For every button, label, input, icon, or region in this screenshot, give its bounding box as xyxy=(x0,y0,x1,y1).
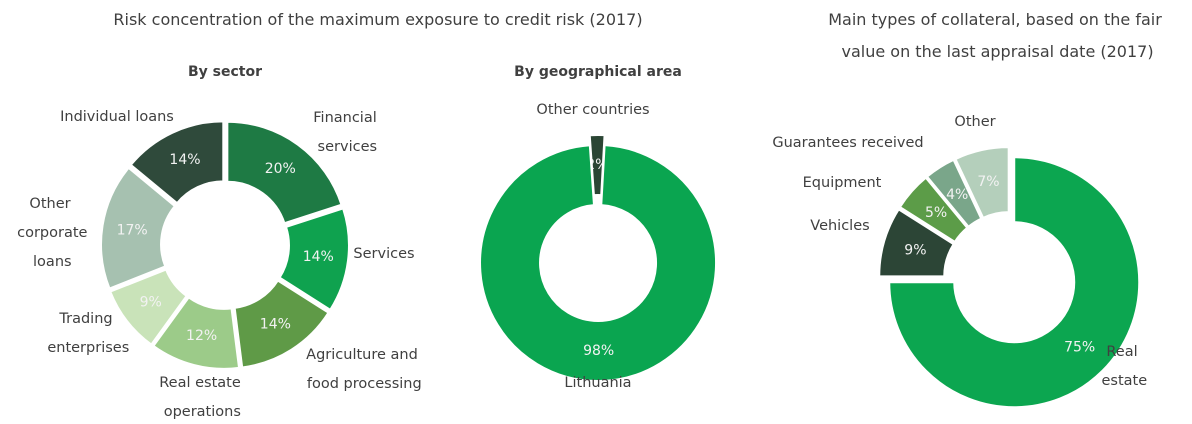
pie-slice xyxy=(108,268,188,346)
category-label: Real estate operations xyxy=(159,375,241,420)
category-label: Agriculture and food processing xyxy=(302,347,421,392)
category-label: Vehicles xyxy=(810,218,869,234)
value-label: 14% xyxy=(260,316,291,332)
chart-title: Risk concentration of the maximum exposu… xyxy=(113,10,642,29)
chart-title: Main types of collateral, based on the f… xyxy=(828,10,1162,61)
category-label: Financial services xyxy=(313,110,377,155)
pie-slice xyxy=(226,120,343,225)
value-label: 17% xyxy=(117,222,148,238)
pie-slice xyxy=(925,158,983,229)
category-label: Services xyxy=(353,246,414,262)
pie-slice xyxy=(129,120,225,205)
pie-slice xyxy=(954,146,1010,220)
value-label: 20% xyxy=(265,161,296,177)
value-label: 4% xyxy=(946,187,968,203)
pie-slice xyxy=(878,207,955,278)
pie-slice xyxy=(100,166,177,290)
chart-subtitle: By sector xyxy=(188,64,262,80)
category-label: Real estate xyxy=(1097,344,1147,389)
value-label: 14% xyxy=(303,249,334,265)
pie-slice xyxy=(479,144,718,382)
category-label: Other countries xyxy=(536,102,649,118)
category-label: Other xyxy=(954,114,995,130)
value-label: 98% xyxy=(583,343,614,359)
value-label: 7% xyxy=(977,174,999,190)
value-label: 75% xyxy=(1064,340,1095,356)
chart-subtitle: By geographical area xyxy=(514,64,682,80)
pie-slice xyxy=(233,279,330,369)
pie-slice xyxy=(152,296,241,370)
pie-slice xyxy=(278,207,350,312)
pie-slice xyxy=(898,176,969,244)
value-label: 12% xyxy=(186,328,217,344)
category-label: Guarantees received xyxy=(772,135,923,151)
value-label: 9% xyxy=(140,295,162,311)
category-label: Other corporate loans xyxy=(13,196,88,270)
category-label: Individual loans xyxy=(60,109,174,125)
category-label: Trading enterprises xyxy=(43,311,130,356)
category-label: Lithuania xyxy=(564,375,631,391)
value-label: 9% xyxy=(904,243,926,259)
value-label: 14% xyxy=(169,152,200,168)
pie-slice xyxy=(888,156,1141,409)
category-label: Equipment xyxy=(803,175,882,191)
value-label: 5% xyxy=(925,205,947,221)
